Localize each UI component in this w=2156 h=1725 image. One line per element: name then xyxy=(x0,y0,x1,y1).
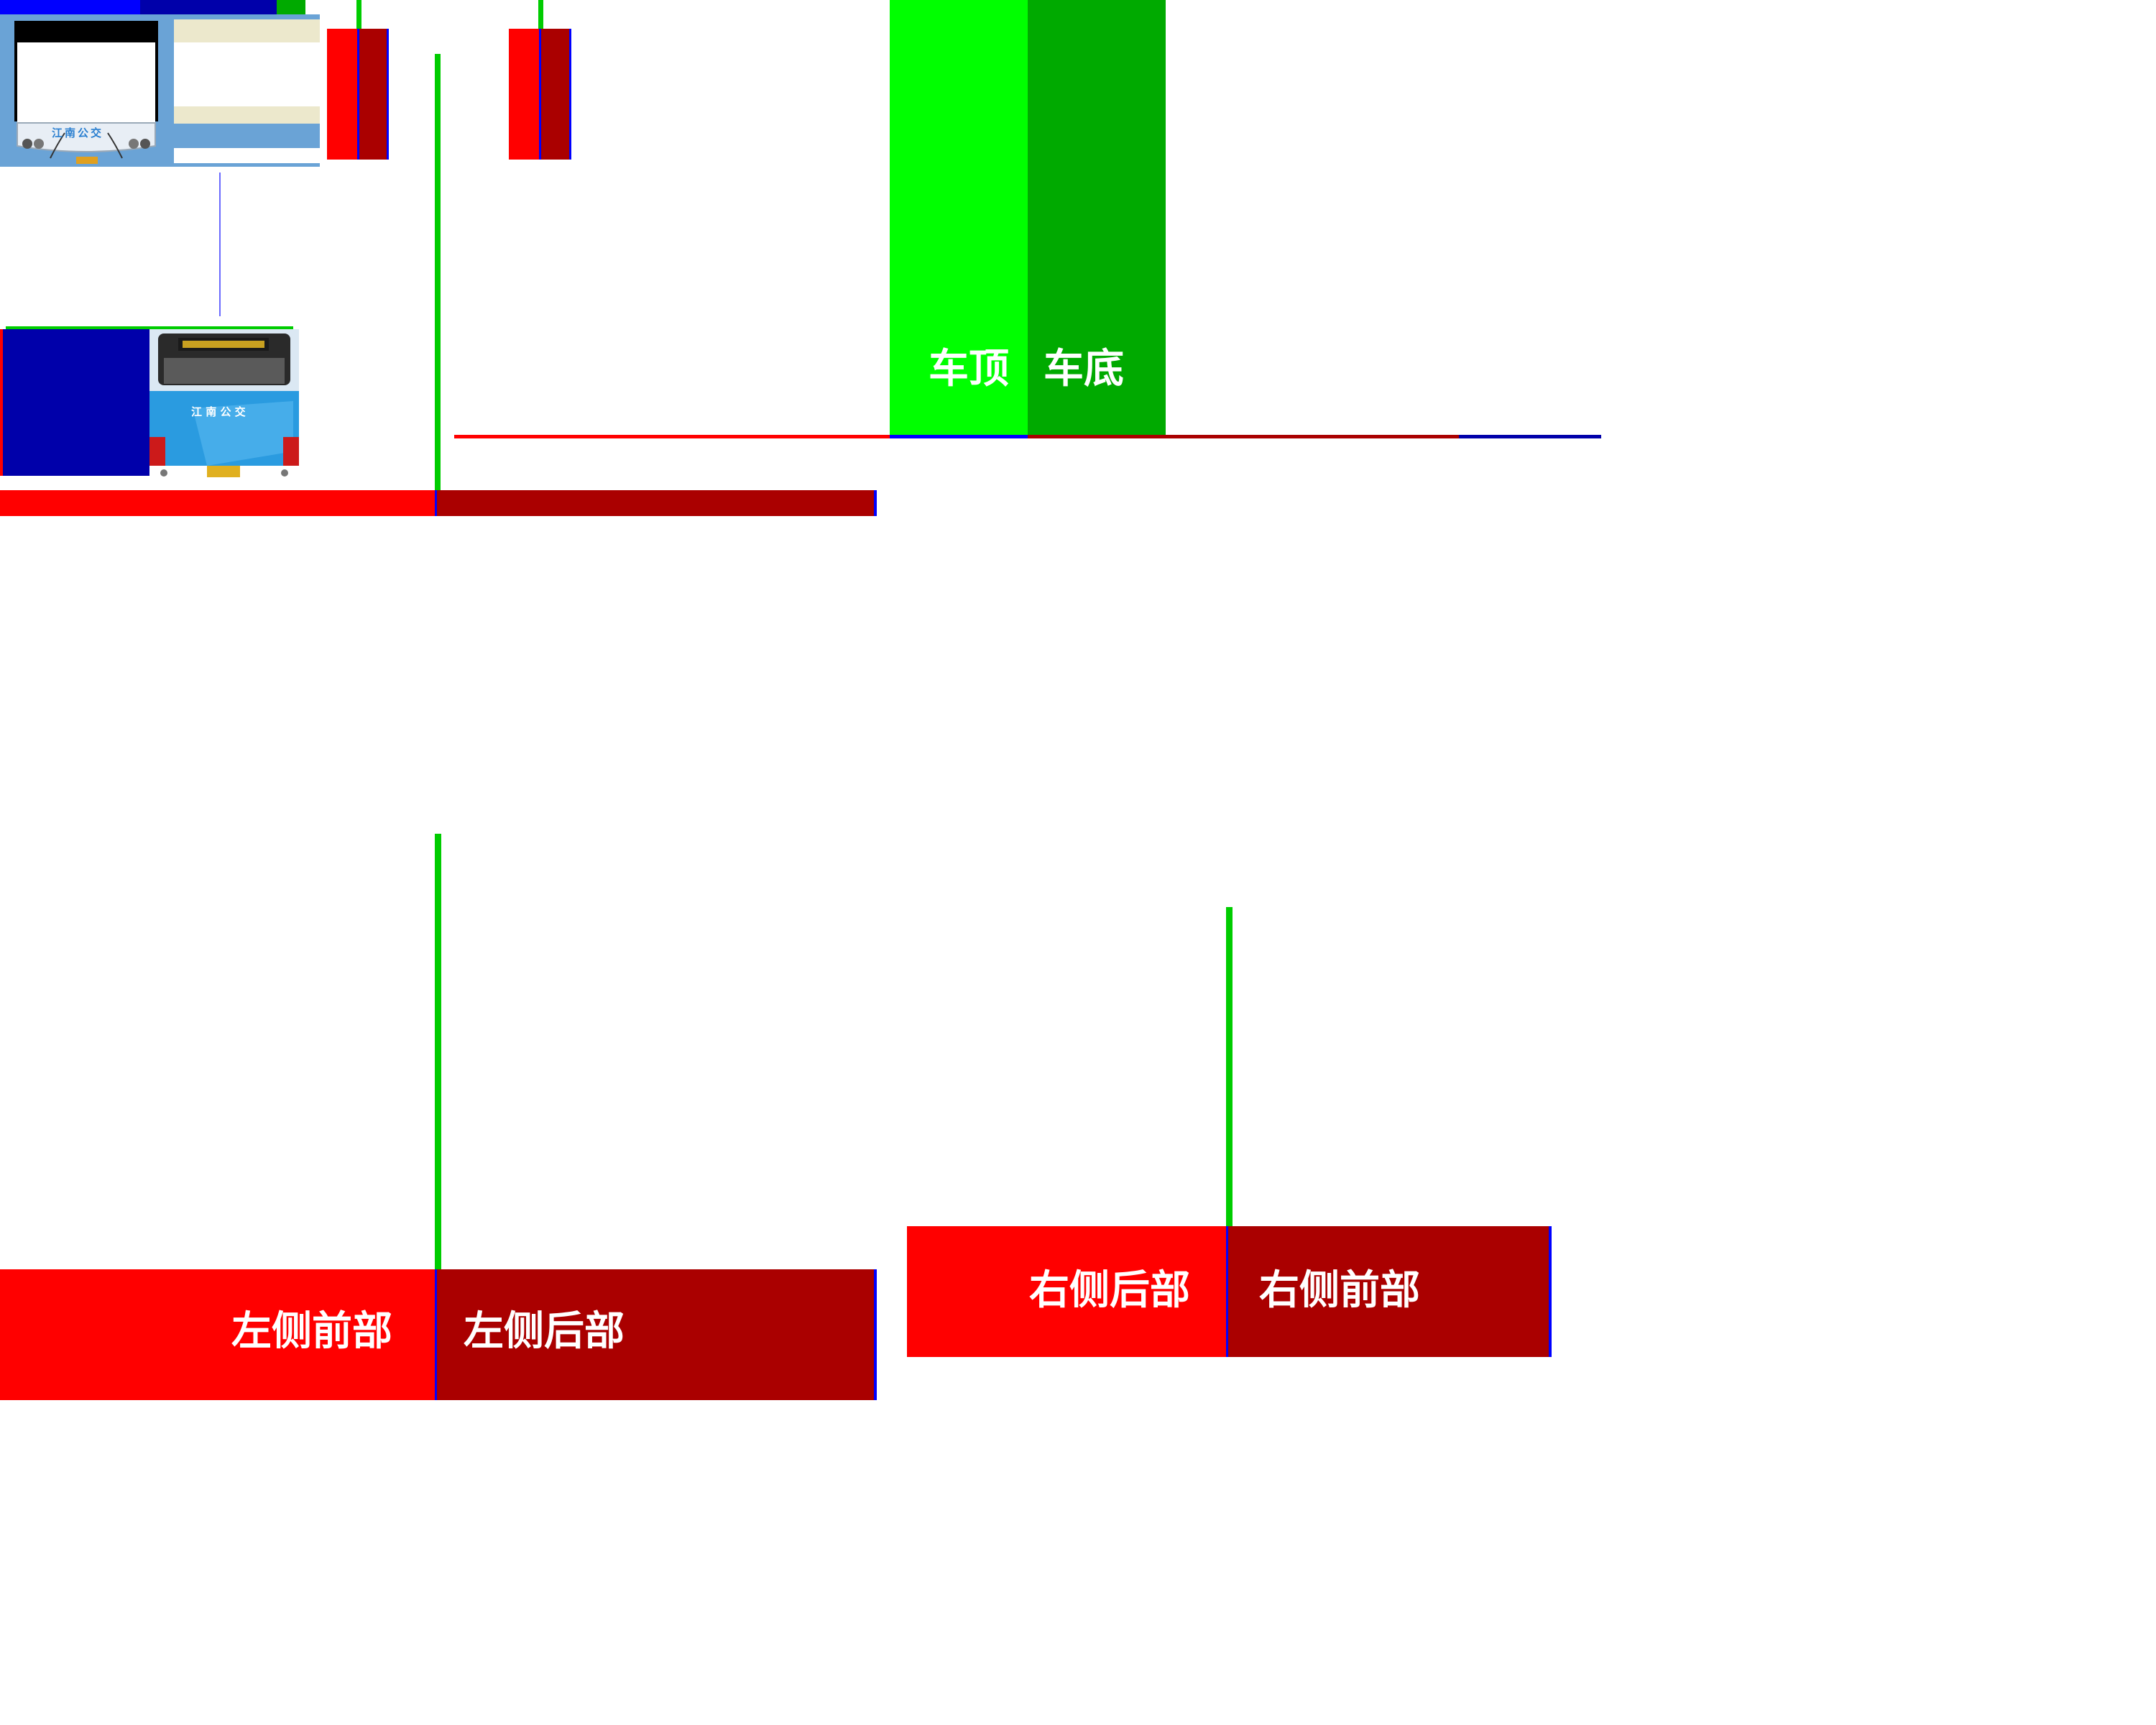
roof-baseline-blue-1 xyxy=(890,435,1028,438)
left-front-panel xyxy=(0,1269,437,1400)
front-side-divider xyxy=(174,124,320,148)
bus-rear-image xyxy=(149,329,299,480)
front-side-stripe-bottom xyxy=(174,106,320,124)
right-front-panel xyxy=(1228,1226,1552,1357)
top-dark-blue-strip xyxy=(140,0,277,14)
small-block-2-stem xyxy=(538,0,543,29)
small-block-1-rear xyxy=(357,29,389,160)
right-front-label: 右侧前部 xyxy=(1259,1267,1420,1314)
top-blue-strip xyxy=(0,0,140,14)
upper-left-front-bar xyxy=(0,490,437,516)
upper-left-green-stem xyxy=(435,54,441,492)
right-rear-panel xyxy=(907,1226,1228,1357)
top-green-strip xyxy=(277,0,305,14)
right-rear-label: 右侧后部 xyxy=(1029,1267,1190,1314)
roof-label: 车顶 xyxy=(929,346,1009,392)
upper-left-rear-bar xyxy=(437,490,877,516)
bus-rear-company-text: 江 南 公 交 xyxy=(191,405,246,418)
roof-panel xyxy=(890,0,1028,437)
bus-front-image xyxy=(7,18,165,165)
small-block-2-front xyxy=(509,29,539,160)
bottom-panel xyxy=(1028,0,1166,437)
left-front-label: 左侧前部 xyxy=(231,1308,392,1355)
roof-baseline-dark-blue xyxy=(1459,435,1601,438)
rear-green-edge xyxy=(6,326,293,330)
roof-baseline-dark-red xyxy=(1028,435,1459,438)
front-side-stripe-top xyxy=(174,19,320,42)
small-block-1-stem xyxy=(356,0,361,29)
right-side-stem xyxy=(1226,907,1233,1229)
connector-line xyxy=(219,172,221,316)
left-rear-label: 左侧后部 xyxy=(464,1308,625,1355)
bottom-label: 车底 xyxy=(1044,346,1124,392)
bus-front-company-text: 江南公交 xyxy=(52,126,104,139)
small-block-2-rear xyxy=(539,29,571,160)
rear-blue-panel xyxy=(0,329,149,476)
left-rear-panel xyxy=(437,1269,877,1400)
left-side-stem xyxy=(435,834,441,1272)
small-block-1-front xyxy=(327,29,357,160)
roof-baseline-red xyxy=(454,435,890,438)
